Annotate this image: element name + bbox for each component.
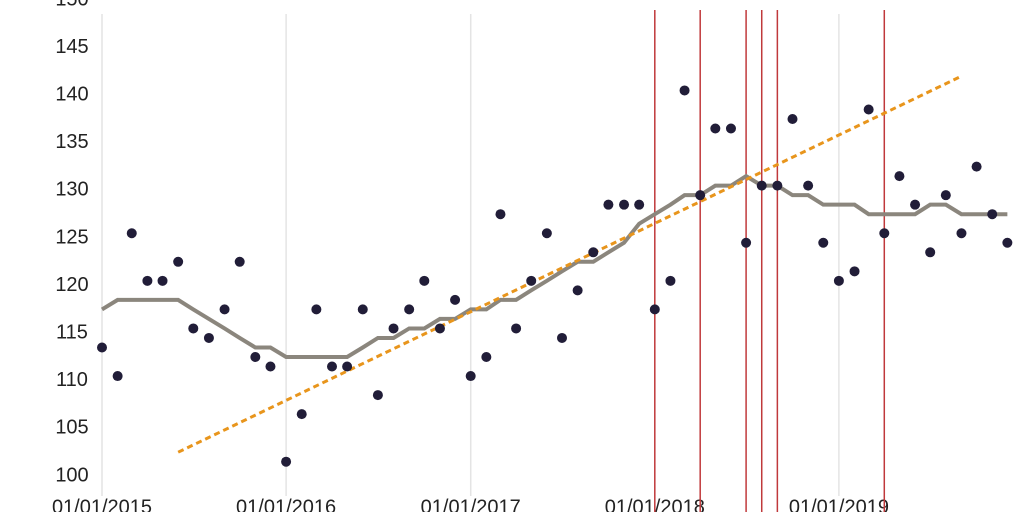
data-point	[956, 228, 967, 239]
data-point	[879, 228, 890, 239]
data-point	[419, 275, 430, 286]
data-point	[803, 180, 814, 191]
data-point	[188, 323, 199, 334]
data-point	[772, 180, 783, 191]
data-point	[281, 456, 292, 467]
data-point	[342, 361, 353, 372]
data-point	[619, 199, 630, 210]
y-tick-label: 135	[55, 131, 88, 153]
data-point	[894, 171, 905, 182]
data-point	[526, 275, 537, 286]
x-tick-label: 01/01/2017	[421, 496, 521, 512]
data-point	[311, 304, 322, 315]
data-point	[649, 304, 660, 315]
y-tick-label: 140	[55, 83, 88, 105]
y-tick-label: 100	[55, 464, 88, 486]
data-point	[725, 123, 736, 134]
data-point	[987, 209, 998, 220]
data-point	[388, 323, 399, 334]
data-point	[126, 228, 137, 239]
data-point	[157, 275, 168, 286]
y-tick-label: 110	[56, 369, 88, 391]
data-point	[495, 209, 506, 220]
y-tick-label: 115	[56, 321, 88, 343]
y-tick-label: 120	[55, 274, 88, 296]
data-point	[588, 247, 599, 258]
data-point	[112, 371, 123, 382]
data-point	[695, 190, 706, 201]
data-point	[357, 304, 368, 315]
data-point	[910, 199, 921, 210]
data-point	[326, 361, 337, 372]
data-point	[971, 161, 982, 172]
data-point	[203, 332, 214, 343]
y-tick-label: 125	[55, 226, 88, 248]
y-tick-label: 145	[55, 36, 88, 58]
data-point	[296, 409, 307, 420]
data-point	[219, 304, 230, 315]
y-tick-label: 150	[55, 0, 88, 10]
data-point	[863, 104, 874, 115]
data-point	[234, 256, 245, 267]
data-point	[572, 285, 583, 296]
data-point	[511, 323, 522, 334]
data-point	[665, 275, 676, 286]
y-tick-label: 130	[55, 179, 88, 201]
data-point	[940, 190, 951, 201]
data-point	[450, 294, 461, 305]
data-point	[710, 123, 721, 134]
data-point	[833, 275, 844, 286]
data-point	[541, 228, 552, 239]
y-tick-label: 105	[55, 417, 88, 439]
data-point	[173, 256, 184, 267]
moving-average-line	[100, 173, 1008, 359]
data-point	[556, 332, 567, 343]
data-point	[372, 390, 383, 401]
trend-line	[177, 74, 963, 454]
data-point	[1002, 237, 1013, 248]
data-point	[404, 304, 415, 315]
data-point	[250, 352, 261, 362]
data-point	[756, 180, 767, 191]
data-point	[818, 237, 829, 248]
x-tick-label: 01/01/2016	[236, 496, 336, 512]
data-point	[679, 85, 690, 96]
data-point	[925, 247, 936, 258]
data-point	[265, 361, 276, 372]
x-tick-label: 01/01/2015	[52, 496, 152, 512]
data-point	[97, 342, 107, 353]
data-point	[787, 114, 798, 124]
data-point	[434, 323, 445, 334]
data-point	[142, 275, 153, 286]
data-point	[603, 199, 614, 210]
data-point	[849, 266, 860, 277]
data-point	[465, 371, 476, 382]
data-point	[481, 352, 492, 362]
x-tick-label: 01/01/2019	[789, 496, 889, 512]
data-point	[634, 199, 645, 210]
data-point	[741, 237, 752, 248]
